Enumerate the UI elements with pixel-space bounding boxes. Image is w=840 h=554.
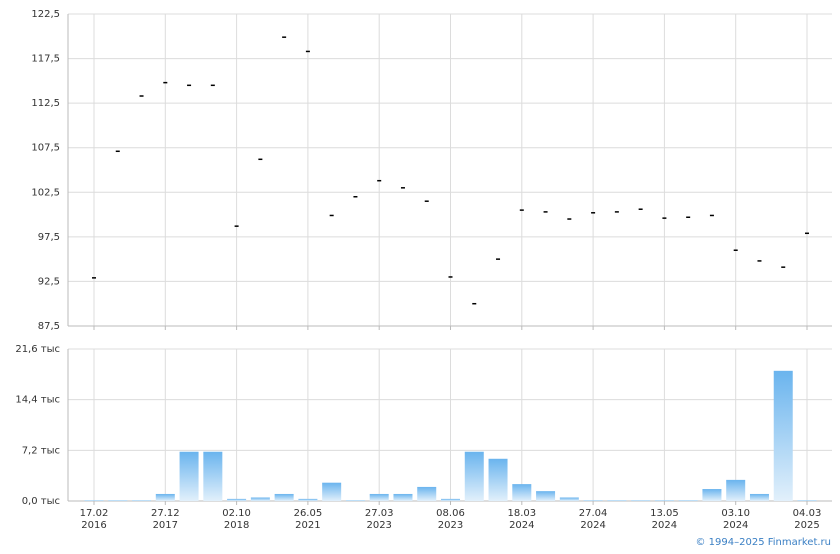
y-tick-label: 21,6 тыс	[15, 344, 60, 355]
volume-bar	[369, 493, 389, 501]
x-tick-label: 26.05 2021	[294, 508, 323, 531]
x-tick-label: 02.10 2018	[222, 508, 251, 531]
volume-bar	[488, 458, 508, 501]
volume-bar	[773, 370, 793, 501]
y-tick-label: 117,5	[31, 54, 60, 65]
volume-bar	[203, 451, 223, 501]
y-tick-label: 14,4 тыс	[15, 395, 60, 406]
y-tick-label: 87,5	[38, 321, 60, 332]
x-tick-label: 03.10 2024	[721, 508, 750, 531]
volume-bar	[227, 498, 247, 501]
volume-bar	[726, 479, 746, 501]
volume-bar	[322, 482, 342, 501]
volume-bar	[441, 498, 460, 501]
x-tick-label: 04.03 2025	[793, 508, 822, 531]
volume-bar	[345, 500, 365, 501]
x-tick-label: 17.02 2016	[80, 508, 109, 531]
x-tick-label: 18.03 2024	[507, 508, 536, 531]
volume-bar	[536, 491, 556, 501]
volume-bar	[250, 497, 270, 501]
x-tick-label: 13.05 2024	[650, 508, 679, 531]
volume-bar	[274, 493, 294, 501]
volume-bar	[678, 500, 698, 501]
volume-bar	[583, 500, 603, 501]
x-tick-label: 27.03 2023	[365, 508, 394, 531]
x-tick-label: 27.04 2024	[579, 508, 608, 531]
volume-bar	[654, 500, 674, 501]
volume-bar	[631, 500, 651, 501]
volume-bar	[179, 451, 199, 501]
volume-bar	[464, 451, 484, 501]
y-tick-label: 107,5	[31, 143, 60, 154]
y-tick-label: 0,0 тыс	[22, 496, 60, 507]
volume-bar	[108, 500, 128, 501]
volume-bar	[797, 500, 817, 501]
volume-bar	[417, 486, 437, 501]
volume-bar	[155, 493, 175, 501]
y-tick-label: 122,5	[31, 9, 60, 20]
y-tick-label: 7,2 тыс	[22, 445, 60, 456]
y-tick-label: 112,5	[31, 98, 60, 109]
volume-bar	[132, 500, 152, 501]
volume-bar	[559, 497, 579, 501]
y-tick-label: 102,5	[31, 187, 60, 198]
volume-bar	[607, 500, 627, 501]
volume-bar	[512, 484, 532, 501]
volume-bar	[84, 500, 104, 501]
y-tick-label: 97,5	[38, 232, 60, 243]
source[interactable]: © 1994–2025 Finmarket.ru	[695, 537, 831, 548]
volume-bar	[749, 493, 769, 501]
volume-bar	[702, 489, 722, 501]
volume-bar	[298, 498, 318, 501]
x-tick-label: 08.06 2023	[436, 508, 465, 531]
x-tick-label: 27.12 2017	[151, 508, 180, 531]
volume-bar	[393, 493, 413, 501]
y-tick-label: 92,5	[38, 276, 60, 287]
